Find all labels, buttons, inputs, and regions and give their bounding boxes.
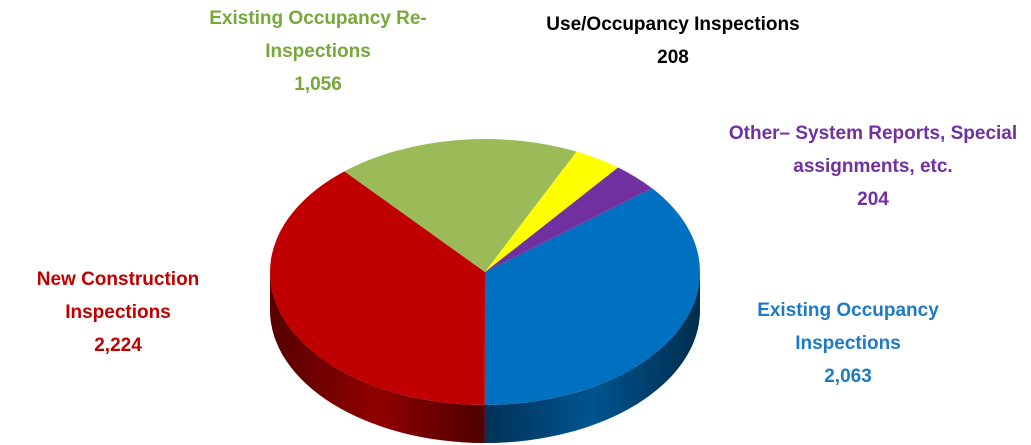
- slice-label: Other– System Reports, Special assignmen…: [723, 117, 1023, 216]
- slice-label: Use/Occupancy Inspections 208: [503, 8, 843, 74]
- slice: [484, 188, 700, 405]
- slice-label: Existing Occupancy Inspections 2,063: [738, 294, 958, 393]
- value-label: 204: [857, 189, 889, 210]
- slice: [344, 139, 577, 272]
- value-label: 208: [657, 47, 689, 68]
- slice-side-shade: [270, 272, 485, 443]
- slice-side-shade: [484, 272, 700, 443]
- slice: [485, 151, 619, 272]
- category-name: Other– System Reports, Special assignmen…: [728, 123, 1018, 177]
- category-name: Use/Occupancy Inspections: [546, 14, 800, 35]
- category-name: Existing Occupancy Re-Inspections: [209, 8, 427, 62]
- category-name: Existing Occupancy Inspections: [757, 300, 939, 354]
- value-label: 1,056: [294, 74, 342, 95]
- slice: [270, 171, 485, 405]
- slice-label: New Construction Inspections 2,224: [8, 263, 228, 362]
- slice: [485, 167, 653, 272]
- slice-label: Existing Occupancy Re-Inspections 1,056: [208, 2, 428, 101]
- category-name: New Construction Inspections: [36, 269, 200, 323]
- value-label: 2,063: [824, 366, 872, 387]
- value-label: 2,224: [94, 335, 142, 356]
